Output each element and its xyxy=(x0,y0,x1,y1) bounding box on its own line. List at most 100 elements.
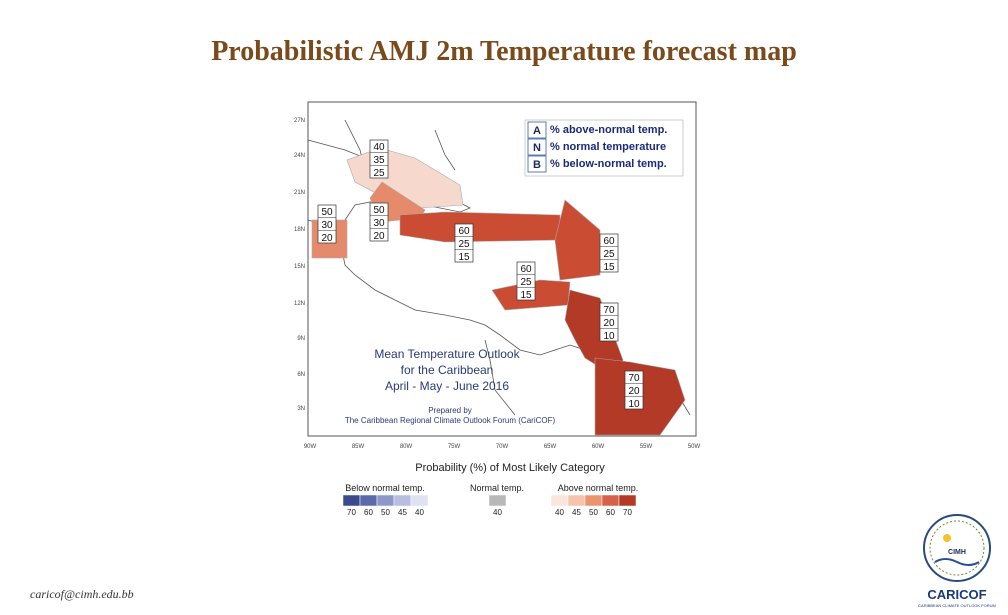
prob-box-cuba-west: 50 30 20 xyxy=(369,202,389,242)
above-value: 45 xyxy=(572,508,581,517)
legend-code: B xyxy=(533,159,541,171)
below-swatch xyxy=(359,494,378,507)
lat-tick: 24N xyxy=(294,153,305,159)
prob-a: 60 xyxy=(603,236,615,247)
prob-box-abc-islands: 60 25 15 xyxy=(516,261,536,301)
prob-boxes: 40 35 25 50 30 20 50 30 20 xyxy=(317,139,644,410)
prob-n: 25 xyxy=(458,239,470,250)
below-swatch xyxy=(393,494,412,507)
lon-tick: 70W xyxy=(496,444,509,450)
below-value: 40 xyxy=(415,508,424,517)
lat-tick: 15N xyxy=(294,264,305,270)
lon-tick: 55W xyxy=(640,444,653,450)
legend-code: A xyxy=(533,125,541,137)
prepared-line2: The Caribbean Regional Climate Outlook F… xyxy=(345,416,556,425)
prob-n: 30 xyxy=(373,218,385,229)
logo-top-text: CIMH xyxy=(948,549,966,556)
below-value: 60 xyxy=(364,508,373,517)
region-lesser-antilles-north[interactable] xyxy=(554,199,601,281)
prob-b: 10 xyxy=(603,331,615,342)
lon-tick: 85W xyxy=(352,444,365,450)
legend-text: % below-normal temp. xyxy=(550,158,667,170)
lat-axis: 27N 24N 21N 18N 15N 12N 9N 6N 3N xyxy=(294,118,305,412)
below-swatch xyxy=(342,494,361,507)
prob-a: 70 xyxy=(628,373,640,384)
region-greater-antilles[interactable] xyxy=(399,211,561,243)
lon-tick: 90W xyxy=(304,444,317,450)
above-swatch xyxy=(618,494,637,507)
sun-icon xyxy=(943,534,951,542)
below-value: 70 xyxy=(347,508,356,517)
prepared-line1: Prepared by xyxy=(428,406,472,415)
above-value: 50 xyxy=(589,508,598,517)
prob-a: 60 xyxy=(458,226,470,237)
prob-n: 30 xyxy=(321,220,333,231)
lon-tick: 80W xyxy=(400,444,413,450)
prob-box-bahamas: 40 35 25 xyxy=(369,139,389,179)
lon-tick: 65W xyxy=(544,444,557,450)
prob-n: 20 xyxy=(603,318,615,329)
prob-b: 15 xyxy=(603,262,615,273)
normal-swatch xyxy=(488,494,507,507)
prob-b: 15 xyxy=(458,252,470,263)
contact-email[interactable]: caricof@cimh.edu.bb xyxy=(30,587,134,601)
logo-seal xyxy=(923,514,991,582)
below-value: 50 xyxy=(381,508,390,517)
prob-n: 20 xyxy=(628,386,640,397)
lat-tick: 18N xyxy=(294,227,305,233)
prob-b: 20 xyxy=(373,231,385,242)
forecast-map: 27N 24N 21N 18N 15N 12N 9N 6N 3N 90W 85W… xyxy=(285,100,715,450)
above-value: 70 xyxy=(623,508,632,517)
normal-label: Normal temp. xyxy=(470,483,524,493)
anb-legend: A N B % above-normal temp. % normal temp… xyxy=(524,119,684,177)
prob-b: 25 xyxy=(373,168,385,179)
prob-n: 25 xyxy=(603,249,615,260)
caption-line1: Mean Temperature Outlook xyxy=(374,347,520,361)
normal-value: 40 xyxy=(493,508,502,517)
prob-box-trinidad-guyana: 70 20 10 xyxy=(599,302,619,342)
prob-a: 40 xyxy=(373,142,385,153)
caption-line3: April - May - June 2016 xyxy=(385,379,509,393)
prob-box-suriname-guiana: 70 20 10 xyxy=(624,370,644,410)
color-legend-svg: Probability (%) of Most Likely Category … xyxy=(342,462,639,517)
legend-text: % normal temperature xyxy=(550,141,666,153)
prob-a: 60 xyxy=(520,264,532,275)
prob-b: 15 xyxy=(520,290,532,301)
prob-n: 25 xyxy=(520,277,532,288)
swatches: 70 60 50 45 40 40 40 45 50 60 70 xyxy=(342,494,637,517)
below-swatch xyxy=(410,494,429,507)
prob-box-belize: 50 30 20 xyxy=(317,204,337,244)
map-svg: 27N 24N 21N 18N 15N 12N 9N 6N 3N 90W 85W… xyxy=(294,101,701,450)
lon-tick: 50W xyxy=(688,444,701,450)
caricof-logo: CIMH CARICOF CARIBBEAN CLIMATE OUTLOOK F… xyxy=(905,510,1005,610)
prob-box-lesser-antilles-north: 60 25 15 xyxy=(599,233,619,273)
above-value: 60 xyxy=(606,508,615,517)
below-label: Below normal temp. xyxy=(345,483,425,493)
above-swatch xyxy=(550,494,569,507)
prob-box-greater-antilles: 60 25 15 xyxy=(454,223,474,263)
caption-line2: for the Caribbean xyxy=(401,363,494,377)
above-swatch xyxy=(584,494,603,507)
lon-axis: 90W 85W 80W 75W 70W 65W 60W 55W 50W xyxy=(304,444,701,450)
prob-a: 70 xyxy=(603,305,615,316)
lat-tick: 9N xyxy=(297,336,305,342)
lat-tick: 21N xyxy=(294,190,305,196)
lat-tick: 12N xyxy=(294,301,305,307)
above-value: 40 xyxy=(555,508,564,517)
logo-sub: CARIBBEAN CLIMATE OUTLOOK FORUM xyxy=(918,603,996,608)
lat-tick: 27N xyxy=(294,118,305,124)
lat-tick: 6N xyxy=(297,372,305,378)
above-label: Above normal temp. xyxy=(558,483,639,493)
lat-tick: 3N xyxy=(297,406,305,412)
page-title: Probabilistic AMJ 2m Temperature forecas… xyxy=(211,36,797,67)
lon-tick: 75W xyxy=(448,444,461,450)
prob-b: 20 xyxy=(321,233,333,244)
prob-a: 50 xyxy=(321,207,333,218)
above-swatch xyxy=(567,494,586,507)
prob-a: 50 xyxy=(373,205,385,216)
lon-tick: 60W xyxy=(592,444,605,450)
prob-b: 10 xyxy=(628,399,640,410)
logo-brand: CARICOF xyxy=(927,587,986,602)
wave-icon xyxy=(934,558,980,566)
prob-n: 35 xyxy=(373,155,385,166)
